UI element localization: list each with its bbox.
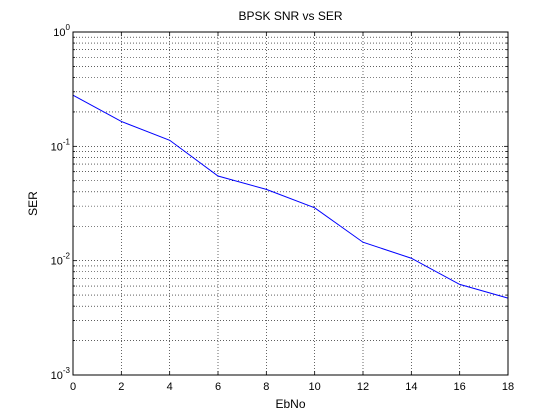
y-tick-label: 100 xyxy=(53,23,70,39)
plot-area xyxy=(73,32,508,375)
x-tick-label: 8 xyxy=(263,381,269,393)
x-tick-label: 4 xyxy=(167,381,173,393)
series-group xyxy=(72,94,509,299)
x-tick-label: 18 xyxy=(502,381,514,393)
y-tick-label: 10-1 xyxy=(51,137,71,153)
x-tick-label: 12 xyxy=(357,381,369,393)
series-line-ser xyxy=(72,94,509,299)
y-axis-label: SER xyxy=(26,191,40,216)
x-tick-labels: 0 2 4 6 8 10 12 14 16 18 xyxy=(70,381,514,393)
x-tick-label: 16 xyxy=(454,381,466,393)
y-tick-labels: 10-3 10-2 10-1 100 xyxy=(51,23,71,382)
x-tick-label: 0 xyxy=(70,381,76,393)
x-tick-label: 2 xyxy=(118,381,124,393)
axes-box xyxy=(72,31,509,376)
y-tick-label: 10-2 xyxy=(51,252,71,268)
x-axis-label: EbNo xyxy=(275,397,305,411)
tick-marks xyxy=(72,32,509,376)
x-tick-label: 6 xyxy=(215,381,221,393)
x-tick-label: 10 xyxy=(309,381,321,393)
chart-title: BPSK SNR vs SER xyxy=(238,9,342,23)
y-tick-label: 10-3 xyxy=(51,366,71,382)
x-tick-label: 14 xyxy=(405,381,417,393)
